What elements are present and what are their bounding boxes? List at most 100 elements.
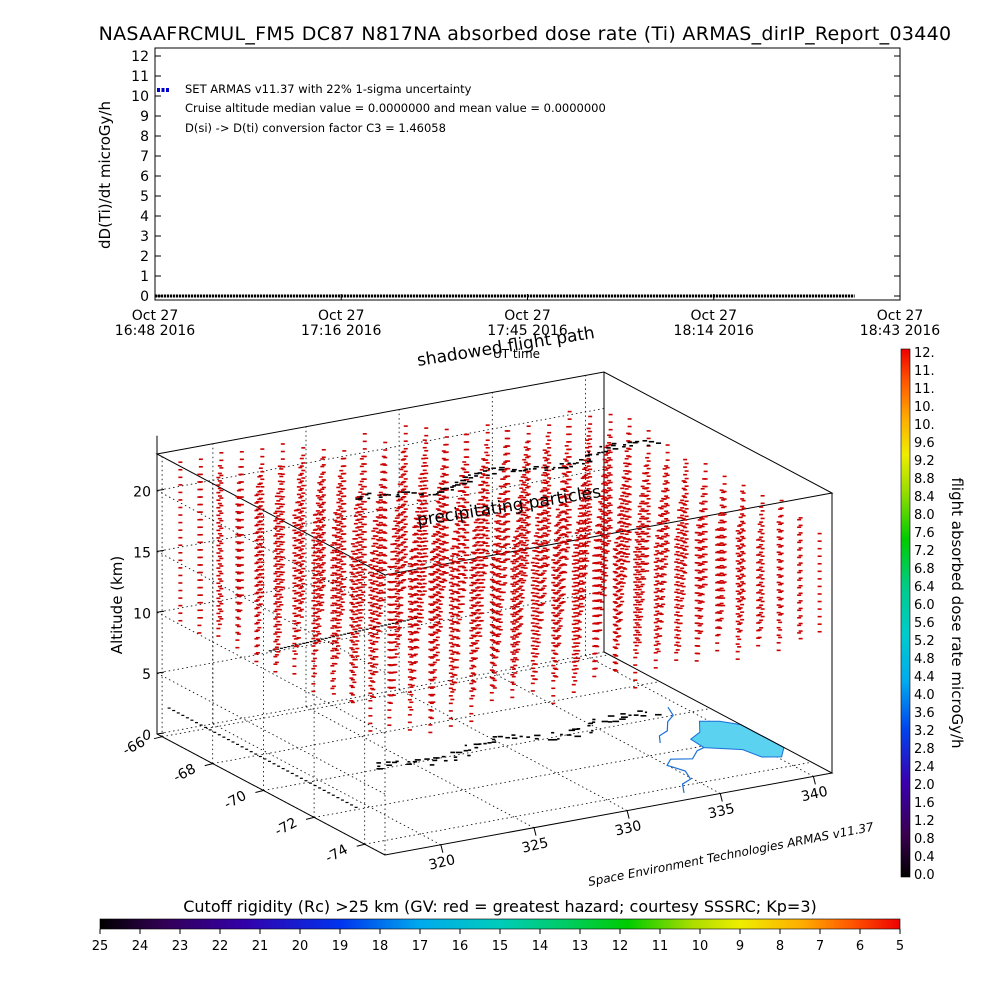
particle-mark	[636, 586, 641, 588]
particle-mark	[539, 551, 544, 553]
particle-mark	[517, 496, 522, 499]
particle-mark	[279, 520, 284, 523]
particle-mark	[358, 491, 363, 494]
particle-mark	[525, 509, 530, 512]
particle-mark	[514, 621, 519, 623]
particle-mark	[555, 508, 560, 511]
particle-mark	[778, 583, 783, 586]
particle-mark	[299, 487, 304, 490]
particle-mark	[624, 473, 629, 475]
particle-mark	[415, 556, 420, 558]
particle-mark	[396, 537, 401, 540]
particle-mark	[311, 615, 316, 617]
particle-mark	[318, 498, 323, 501]
particle-mark	[718, 574, 723, 577]
particle-mark	[623, 485, 628, 487]
shadow-track-mark	[644, 711, 648, 714]
particle-mark	[612, 578, 617, 581]
particle-mark	[659, 537, 664, 540]
particle-mark	[737, 563, 742, 565]
particle-mark	[333, 640, 338, 643]
particle-mark	[715, 627, 720, 629]
shadow-track-mark	[287, 646, 291, 648]
particle-mark	[563, 526, 568, 529]
particle-mark	[280, 480, 285, 483]
particle-mark	[481, 488, 486, 490]
particle-mark	[431, 678, 436, 681]
particle-mark	[421, 571, 426, 573]
particle-mark	[624, 450, 629, 453]
particle-mark	[450, 683, 455, 686]
particle-mark	[533, 633, 538, 635]
particle-mark	[615, 545, 620, 548]
particle-mark	[333, 655, 338, 658]
particle-mark	[320, 578, 325, 581]
particle-mark	[516, 527, 521, 530]
particle-mark	[582, 559, 587, 561]
precipitating-particles	[178, 410, 822, 734]
particle-mark	[563, 511, 568, 513]
particle-mark	[463, 577, 468, 579]
particle-mark	[298, 512, 303, 514]
particle-mark	[198, 481, 203, 483]
particle-mark	[441, 495, 446, 498]
particle-mark	[296, 599, 301, 601]
particle-mark	[448, 710, 453, 712]
particle-mark	[450, 577, 455, 580]
particle-mark	[378, 544, 383, 547]
particle-mark	[334, 626, 339, 629]
particle-mark	[494, 626, 499, 628]
shadow-track-mark	[302, 642, 306, 644]
particle-mark	[595, 532, 600, 535]
particle-mark	[407, 683, 412, 686]
particle-mark	[680, 552, 685, 554]
particle-mark	[495, 560, 500, 562]
particle-mark	[620, 600, 625, 603]
particle-mark	[217, 623, 222, 626]
particle-mark	[694, 660, 699, 662]
particle-mark	[292, 642, 297, 645]
particle-mark	[653, 659, 658, 662]
particle-mark	[700, 586, 705, 588]
particle-mark	[219, 535, 224, 537]
particle-mark	[599, 510, 604, 513]
particle-mark	[513, 574, 518, 576]
particle-mark	[393, 595, 398, 598]
wall-grid-line	[155, 469, 605, 673]
shadow-track-mark	[474, 746, 479, 749]
particle-mark	[219, 550, 224, 552]
particle-mark	[740, 588, 745, 591]
particle-mark	[530, 576, 535, 579]
particle-mark	[598, 501, 603, 503]
particle-mark	[715, 566, 720, 569]
particle-mark	[315, 510, 320, 512]
particle-mark	[383, 471, 388, 474]
particle-mark	[421, 488, 426, 490]
particle-mark	[506, 498, 511, 500]
particle-mark	[541, 527, 546, 529]
particle-mark	[520, 491, 525, 493]
particle-mark	[516, 588, 521, 590]
particle-mark	[643, 487, 648, 490]
particle-mark	[557, 589, 562, 592]
particle-mark	[567, 410, 572, 413]
particle-mark	[558, 557, 563, 559]
particle-mark	[368, 722, 373, 725]
particle-mark	[664, 472, 669, 475]
particle-mark	[362, 493, 367, 496]
particle-mark	[320, 488, 325, 491]
particle-mark	[435, 651, 440, 654]
particle-mark	[564, 535, 569, 538]
particle-mark	[375, 501, 380, 503]
particle-mark	[276, 500, 281, 502]
particle-mark	[383, 509, 388, 512]
particle-mark	[396, 530, 401, 532]
particle-mark	[257, 498, 262, 501]
particle-mark	[586, 495, 591, 498]
particle-mark	[198, 533, 203, 536]
particle-mark	[571, 608, 576, 610]
particle-mark	[716, 573, 721, 576]
shadow-track-mark	[281, 768, 285, 770]
particle-mark	[219, 557, 224, 560]
particle-mark	[561, 601, 566, 603]
